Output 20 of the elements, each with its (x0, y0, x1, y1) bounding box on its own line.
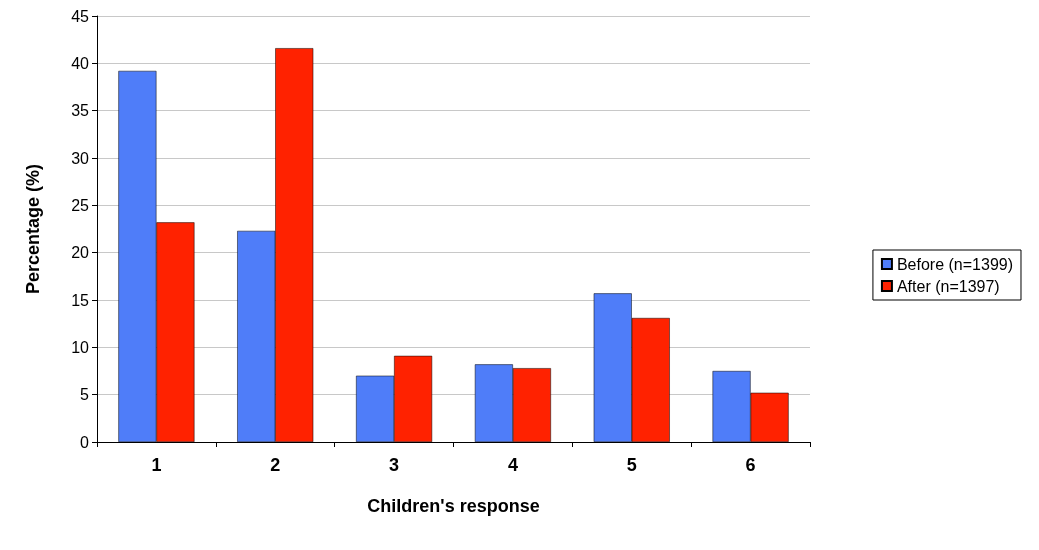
y-tick-label: 25 (71, 196, 90, 214)
legend-label: After (n=1397) (896, 277, 1000, 295)
y-tick-label: 10 (71, 338, 90, 356)
y-tick-label: 30 (71, 149, 90, 167)
x-tick-label: 2 (270, 455, 281, 475)
y-tick-label: 40 (71, 54, 90, 72)
y-tick-label: 20 (71, 244, 90, 262)
x-tick-label: 5 (626, 455, 637, 475)
legend-label: Before (n=1399) (896, 255, 1013, 273)
y-tick-label: 5 (80, 386, 90, 404)
y-tick-label: 15 (71, 291, 90, 309)
x-tick-label: 1 (151, 455, 162, 475)
x-axis-title: Children's response (367, 496, 540, 516)
y-tick-label: 0 (80, 433, 90, 451)
y-tick-label: 45 (71, 7, 90, 25)
x-tick-label: 6 (745, 455, 756, 475)
y-tick-label: 35 (71, 102, 90, 120)
y-axis-title: Percentage (%) (23, 163, 43, 295)
x-tick-label: 3 (389, 455, 400, 475)
x-tick-label: 4 (507, 455, 518, 475)
